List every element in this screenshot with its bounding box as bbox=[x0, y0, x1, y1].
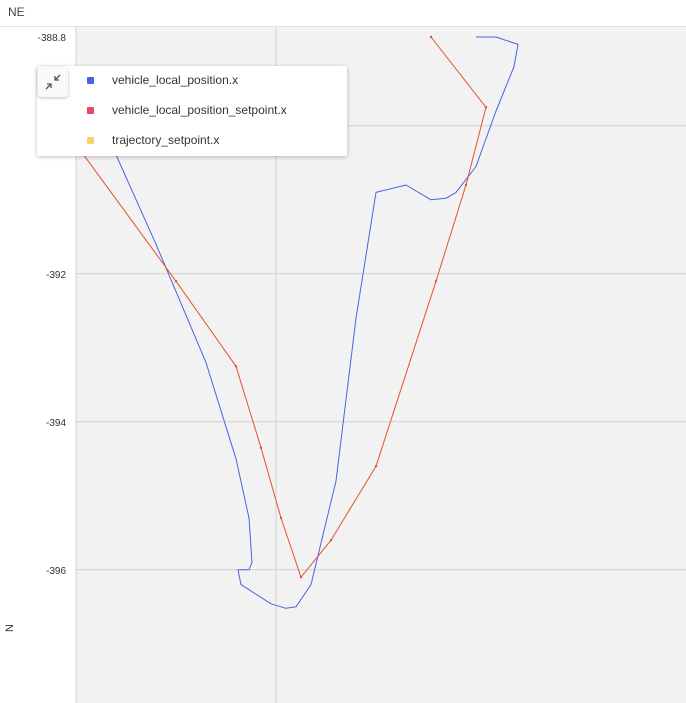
plot-area[interactable]: -388.8-390-392-394-396 N vehicle_local_p… bbox=[0, 27, 686, 703]
y-tick-label: -396 bbox=[46, 566, 66, 577]
legend-label: vehicle_local_position.x bbox=[112, 73, 239, 87]
legend-swatch bbox=[87, 76, 94, 84]
data-point bbox=[174, 280, 178, 283]
panel-title: NE bbox=[8, 5, 25, 19]
y-axis-label: N bbox=[4, 624, 16, 632]
data-point bbox=[234, 365, 238, 368]
series-line-vehicle-local-position-setpoint-x bbox=[75, 36, 487, 578]
legend-swatch bbox=[87, 136, 94, 144]
data-point bbox=[329, 539, 333, 542]
legend-label: vehicle_local_position_setpoint.x bbox=[112, 103, 287, 117]
legend-collapse-button[interactable] bbox=[38, 67, 68, 97]
legend-item-vehicle-local-position-setpoint[interactable]: vehicle_local_position_setpoint.x bbox=[87, 101, 287, 119]
y-tick-label: -392 bbox=[46, 270, 66, 281]
legend-item-trajectory-setpoint[interactable]: trajectory_setpoint.x bbox=[87, 131, 219, 149]
data-point bbox=[259, 446, 263, 449]
panel-header: NE bbox=[0, 0, 686, 27]
data-point bbox=[429, 35, 433, 39]
data-point bbox=[484, 106, 488, 109]
data-point bbox=[464, 183, 468, 187]
series-line-vehicle-local-position-x bbox=[102, 36, 519, 609]
legend-item-vehicle-local-position[interactable]: vehicle_local_position.x bbox=[87, 71, 238, 89]
data-point bbox=[434, 280, 438, 283]
legend-panel: vehicle_local_position.x vehicle_local_p… bbox=[37, 66, 347, 156]
legend-label: trajectory_setpoint.x bbox=[112, 133, 220, 147]
collapse-arrows-icon bbox=[45, 74, 61, 90]
y-tick-label: -394 bbox=[46, 418, 66, 429]
data-point bbox=[279, 516, 283, 520]
data-point bbox=[374, 465, 378, 468]
data-point bbox=[299, 576, 303, 579]
legend-swatch bbox=[87, 106, 94, 114]
y-tick-label: -388.8 bbox=[38, 33, 67, 44]
